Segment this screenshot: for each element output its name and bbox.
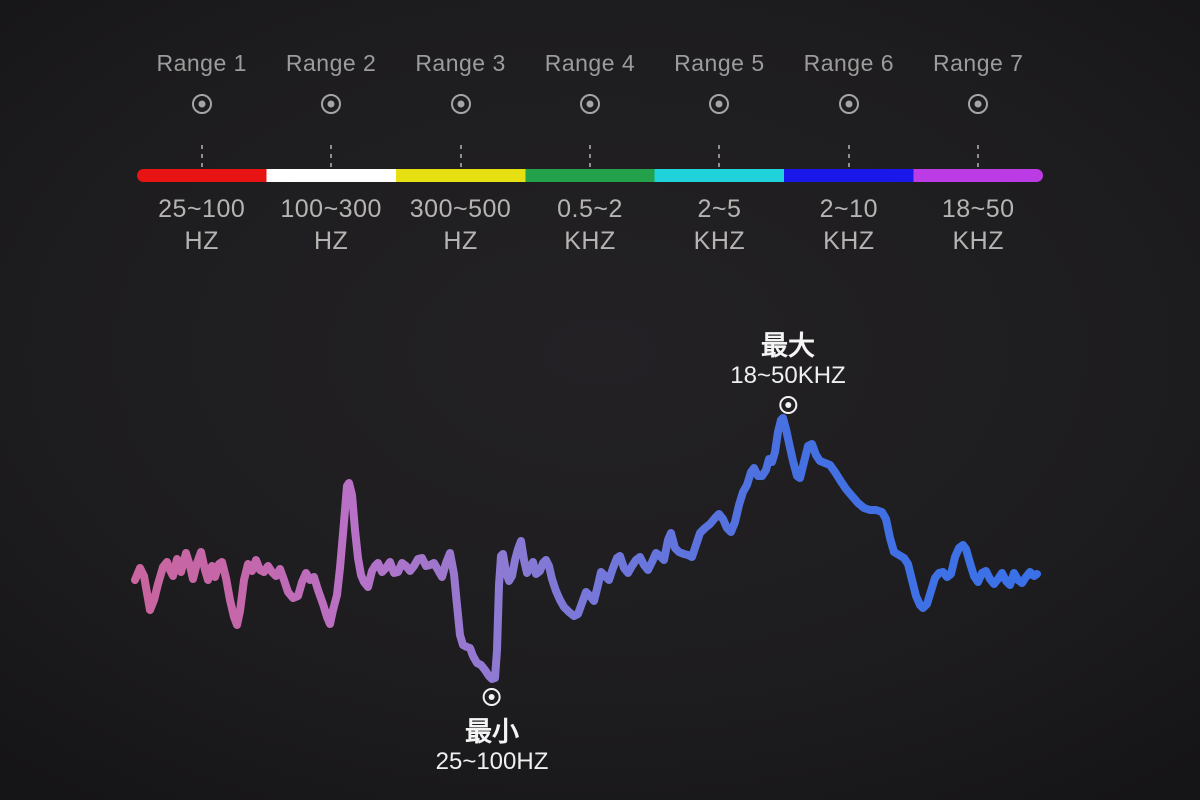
freq-unit: KHZ <box>693 227 746 255</box>
max-range-label: 18~50KHZ <box>730 362 846 389</box>
dash-connector-line <box>200 145 203 181</box>
frequency-range-legend: Range 1 25~100 HZ Range 2 100~300 HZ Range 3 30… <box>137 48 1043 257</box>
legend-column-1: Range 1 25~100 HZ <box>137 48 266 257</box>
legend-column-7: Range 7 18~50 KHZ <box>914 48 1043 257</box>
spectrum-color-bar <box>137 169 1043 182</box>
freq-unit: HZ <box>313 227 349 255</box>
range-label: Range 1 <box>156 50 247 76</box>
freq-value: 100~300 <box>280 195 382 223</box>
dash-connector-line <box>588 145 591 181</box>
range-label: Range 3 <box>415 50 506 76</box>
freq-value: 0.5~2 <box>557 195 623 223</box>
range-radio-icon[interactable] <box>968 94 989 114</box>
freq-value: 2~10 <box>819 195 878 223</box>
freq-unit: HZ <box>443 227 478 255</box>
range-radio-icon[interactable] <box>450 94 471 114</box>
dash-connector-line <box>977 145 980 181</box>
freq-value: 2~5 <box>697 195 742 223</box>
max-marker-icon <box>779 396 797 414</box>
range-label: Range 5 <box>674 50 765 76</box>
legend-column-2: Range 2 100~300 HZ <box>266 48 395 257</box>
range-label: Range 4 <box>544 50 636 76</box>
legend-column-3: Range 3 300~500 HZ <box>396 48 525 257</box>
legend-column-5: Range 5 2~5 KHZ <box>655 48 784 257</box>
freq-unit: HZ <box>184 227 219 255</box>
legend-columns: Range 1 25~100 HZ Range 2 100~300 HZ Range 3 30… <box>137 48 1043 257</box>
freq-value: 18~50 <box>941 195 1015 223</box>
max-label: 最大 <box>761 331 815 361</box>
min-range-label: 25~100HZ <box>435 748 549 775</box>
legend-column-6: Range 6 2~10 KHZ <box>784 48 913 257</box>
dash-connector-line <box>330 145 333 181</box>
min-label: 最小 <box>465 717 519 747</box>
min-marker-icon <box>483 688 501 706</box>
range-radio-icon[interactable] <box>838 94 859 114</box>
freq-unit: KHZ <box>952 227 1004 255</box>
dash-connector-line <box>718 145 721 181</box>
waveform-trace <box>131 414 1041 683</box>
legend-column-4: Range 4 0.5~2 KHZ <box>525 48 654 257</box>
min-annotation: 最小 25~100HZ <box>435 688 549 776</box>
range-radio-icon[interactable] <box>709 94 730 114</box>
dash-connector-line <box>847 145 850 181</box>
range-radio-icon[interactable] <box>579 94 600 114</box>
dash-connector-line <box>459 145 462 181</box>
freq-unit: KHZ <box>564 227 616 255</box>
range-label: Range 2 <box>285 50 377 76</box>
freq-value: 25~100 <box>158 195 246 223</box>
range-label: Range 7 <box>933 50 1024 76</box>
range-radio-icon[interactable] <box>191 94 212 114</box>
range-label: Range 6 <box>803 50 895 76</box>
freq-unit: KHZ <box>823 227 875 255</box>
range-radio-icon[interactable] <box>321 94 342 114</box>
max-annotation: 最大 18~50KHZ <box>730 330 846 419</box>
freq-value: 300~500 <box>409 195 512 223</box>
